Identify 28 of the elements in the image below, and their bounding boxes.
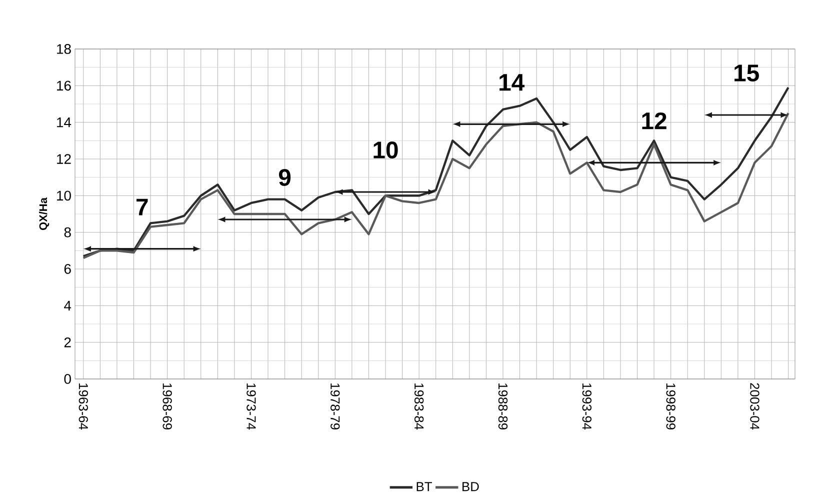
y-axis-title: QX/Ha (39, 197, 50, 230)
y-tick-label: 10 (57, 190, 71, 201)
y-tick-label: 8 (64, 227, 71, 238)
y-tick-label: 6 (64, 264, 71, 274)
annotation: 15 (734, 64, 759, 82)
x-tick-label: 2003-04 (750, 383, 760, 430)
y-tick-label: 4 (64, 300, 72, 310)
y-tick-label: 16 (57, 80, 71, 91)
annotation: 14 (500, 74, 525, 91)
x-tick-label: 1963-64 (78, 383, 88, 430)
legend-label: BD (462, 482, 479, 492)
y-tick-label: 2 (64, 337, 71, 348)
x-tick-label: 1993-94 (582, 383, 592, 430)
x-tick-label: 1983-84 (414, 383, 424, 430)
x-tick-label: 1973-74 (246, 383, 256, 430)
annotation: 12 (642, 112, 666, 130)
y-tick-label: 18 (57, 44, 71, 54)
x-tick-label: 1998-99 (666, 383, 676, 430)
annotation: 10 (374, 142, 398, 158)
x-tick-label: 1978-79 (330, 383, 340, 430)
legend-label: BT (416, 482, 432, 492)
x-tick-label: 1968-69 (162, 383, 172, 430)
x-tick-label: 1988-89 (498, 383, 508, 430)
annotation: 7 (136, 198, 148, 216)
y-tick-label: 14 (57, 118, 72, 128)
y-tick-label: 0 (64, 374, 71, 384)
annotation: 9 (278, 169, 291, 186)
y-tick-label: 12 (57, 154, 71, 164)
